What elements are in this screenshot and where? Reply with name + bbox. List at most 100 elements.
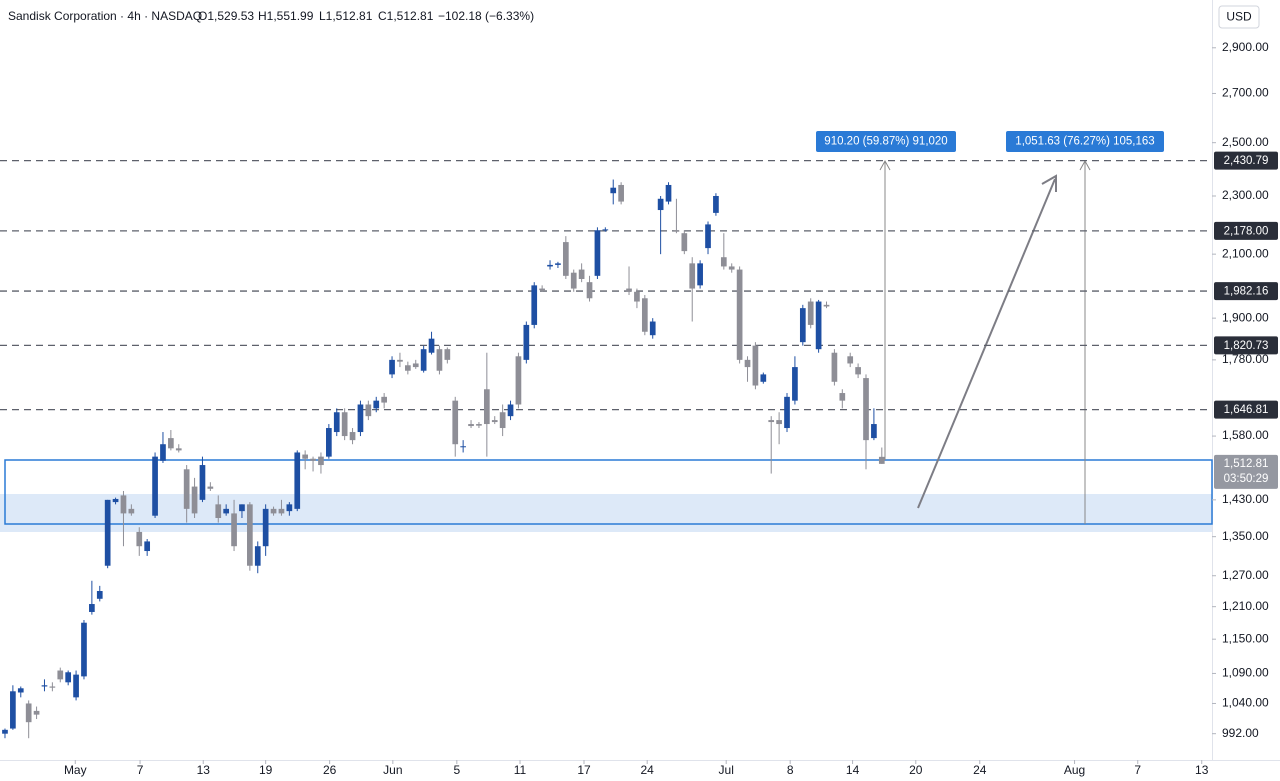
candle-body	[168, 438, 174, 449]
ohlc-low: L1,512.81	[319, 9, 373, 23]
ohlc-open: O1,529.53	[198, 9, 254, 23]
candle-body	[681, 233, 688, 252]
candle-body	[871, 424, 877, 439]
ohlc-close: C1,512.81	[378, 9, 434, 23]
measure-label: 910.20 (59.87%) 91,020	[824, 136, 947, 148]
candle-body	[760, 374, 767, 382]
candle-body	[254, 546, 261, 566]
candle-body	[2, 729, 8, 734]
candle-body	[649, 321, 656, 336]
countdown: 03:50:29	[1224, 473, 1269, 485]
y-tick-label: 1,780.00	[1222, 352, 1269, 366]
candle-body	[223, 508, 230, 514]
level-label-box	[1214, 400, 1278, 419]
last-price-label: 1,512.81	[1224, 458, 1269, 470]
level-label: 2,430.79	[1224, 155, 1269, 167]
candle-body	[381, 396, 387, 403]
candle-body	[239, 504, 245, 512]
candle-body	[476, 424, 482, 426]
y-tick-label: 2,300.00	[1222, 188, 1269, 202]
ohlc-high: H1,551.99	[258, 9, 314, 23]
candle-body	[641, 298, 648, 332]
x-tick-label: 19	[259, 763, 273, 777]
candle-body	[657, 198, 664, 211]
candle-body	[547, 264, 553, 267]
currency-box[interactable]	[1218, 5, 1260, 29]
candle-body	[341, 412, 348, 437]
candle-body	[847, 356, 854, 364]
candle-body	[405, 365, 411, 371]
candle-body	[81, 622, 87, 677]
candle-body	[397, 359, 403, 362]
candle-body	[863, 378, 869, 441]
candle-body	[499, 412, 506, 429]
candle-body	[120, 495, 127, 514]
candle-body	[310, 458, 316, 461]
x-tick-label: 7	[1134, 763, 1141, 777]
candle-body	[728, 266, 735, 270]
candle-body	[752, 345, 759, 386]
x-tick-label: 17	[577, 763, 591, 777]
measure-box	[816, 131, 956, 152]
candle-body	[57, 670, 64, 680]
candle-body	[49, 686, 56, 688]
candle-body	[610, 187, 617, 194]
candle-body	[705, 224, 711, 249]
projection-arrow	[917, 178, 1056, 509]
candle-body	[460, 446, 466, 448]
candle-body	[531, 285, 538, 325]
measure-arrowhead	[879, 159, 891, 171]
candle-body	[215, 504, 222, 518]
candle-body	[247, 504, 253, 566]
candle-body	[807, 301, 814, 325]
x-tick-label: 7	[137, 763, 144, 777]
y-tick-label: 1,150.00	[1222, 631, 1269, 645]
candle-body	[452, 400, 459, 445]
candle-body	[104, 499, 111, 566]
candle-body	[294, 452, 301, 509]
measure-box	[1006, 131, 1164, 152]
candle-body	[665, 184, 672, 202]
candle-body	[483, 389, 490, 425]
candle-body	[286, 504, 293, 512]
symbol-title: Sandisk Corporation · 4h · NASDAQ	[8, 9, 202, 23]
x-tick-label: 11	[514, 763, 527, 777]
y-tick-label: 1,040.00	[1222, 696, 1269, 710]
candle-body	[618, 184, 624, 202]
zone-box	[4, 459, 1213, 525]
candle-body	[436, 349, 443, 371]
candle-body	[626, 288, 632, 292]
change: −102.18 (−6.33%)	[438, 9, 534, 23]
candle-body	[270, 508, 277, 514]
candle-body	[128, 508, 135, 514]
candle-body	[839, 393, 846, 401]
y-tick-label: 1,580.00	[1222, 428, 1269, 442]
y-tick-label: 1,270.00	[1222, 568, 1269, 582]
candle-body	[594, 230, 601, 276]
candle-body	[491, 420, 498, 423]
y-tick-label: 1,350.00	[1222, 529, 1269, 543]
level-label-box	[1214, 151, 1278, 170]
candle-body	[302, 454, 308, 459]
candle-body	[373, 400, 380, 409]
candle-body	[152, 456, 158, 516]
candle-body	[389, 359, 395, 375]
x-tick-label: 24	[641, 763, 655, 777]
candle-body	[736, 269, 743, 360]
candle-body	[673, 230, 680, 232]
candle-body	[112, 498, 119, 503]
x-tick-label: 14	[846, 763, 860, 777]
candle-body	[586, 282, 593, 299]
last-price-box	[1214, 454, 1278, 489]
candle-body	[768, 420, 775, 423]
candle-body	[713, 195, 719, 213]
candle-body	[792, 367, 798, 401]
candle-body	[10, 691, 16, 729]
level-label: 1,982.16	[1224, 286, 1269, 298]
candle-body	[207, 486, 214, 489]
candle-body	[697, 263, 703, 286]
plot	[0, 159, 1212, 739]
candle-body	[333, 412, 340, 433]
y-tick-label: 1,090.00	[1222, 666, 1269, 680]
